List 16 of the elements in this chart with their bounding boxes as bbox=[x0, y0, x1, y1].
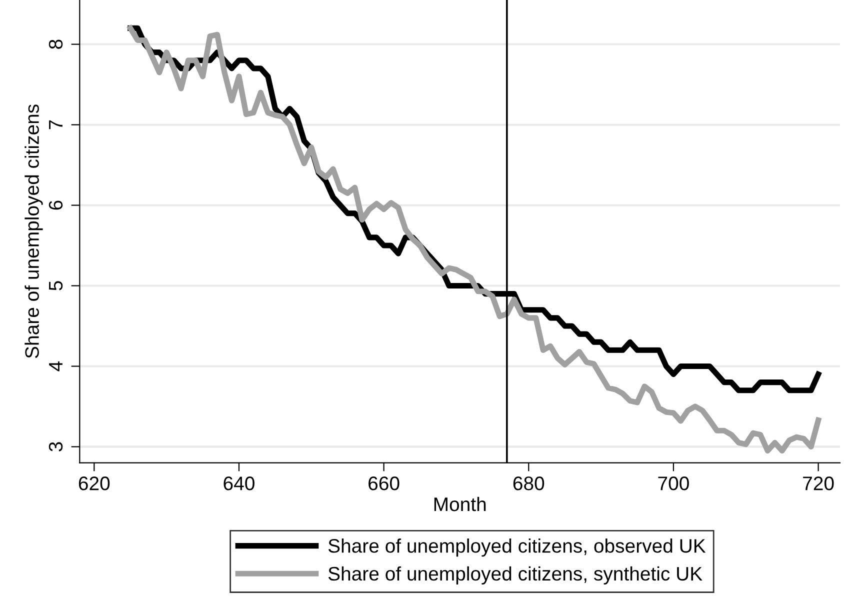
legend-label: Share of unemployed citizens, synthetic UK bbox=[328, 566, 702, 584]
x-tick-label: 620 bbox=[78, 476, 110, 490]
y-tick-label: 7 bbox=[49, 120, 62, 130]
y-tick-label: 3 bbox=[48, 442, 63, 452]
y-tick-label: 4 bbox=[49, 361, 62, 372]
x-tick-label: 640 bbox=[224, 476, 254, 490]
legend-label: Share of unemployed citizens, observed UK bbox=[328, 538, 706, 557]
y-tick-label: 8 bbox=[48, 40, 63, 49]
x-tick-label: 660 bbox=[368, 476, 400, 490]
x-tick-label: 720 bbox=[803, 476, 834, 490]
y-axis-title: Share of unemployed citizens bbox=[24, 104, 43, 358]
x-tick-label: 680 bbox=[513, 476, 544, 490]
x-tick-label: 700 bbox=[658, 476, 689, 490]
y-tick-label: 5 bbox=[49, 281, 63, 290]
x-axis-title: Month bbox=[434, 496, 486, 512]
y-tick-label: 6 bbox=[48, 200, 63, 210]
